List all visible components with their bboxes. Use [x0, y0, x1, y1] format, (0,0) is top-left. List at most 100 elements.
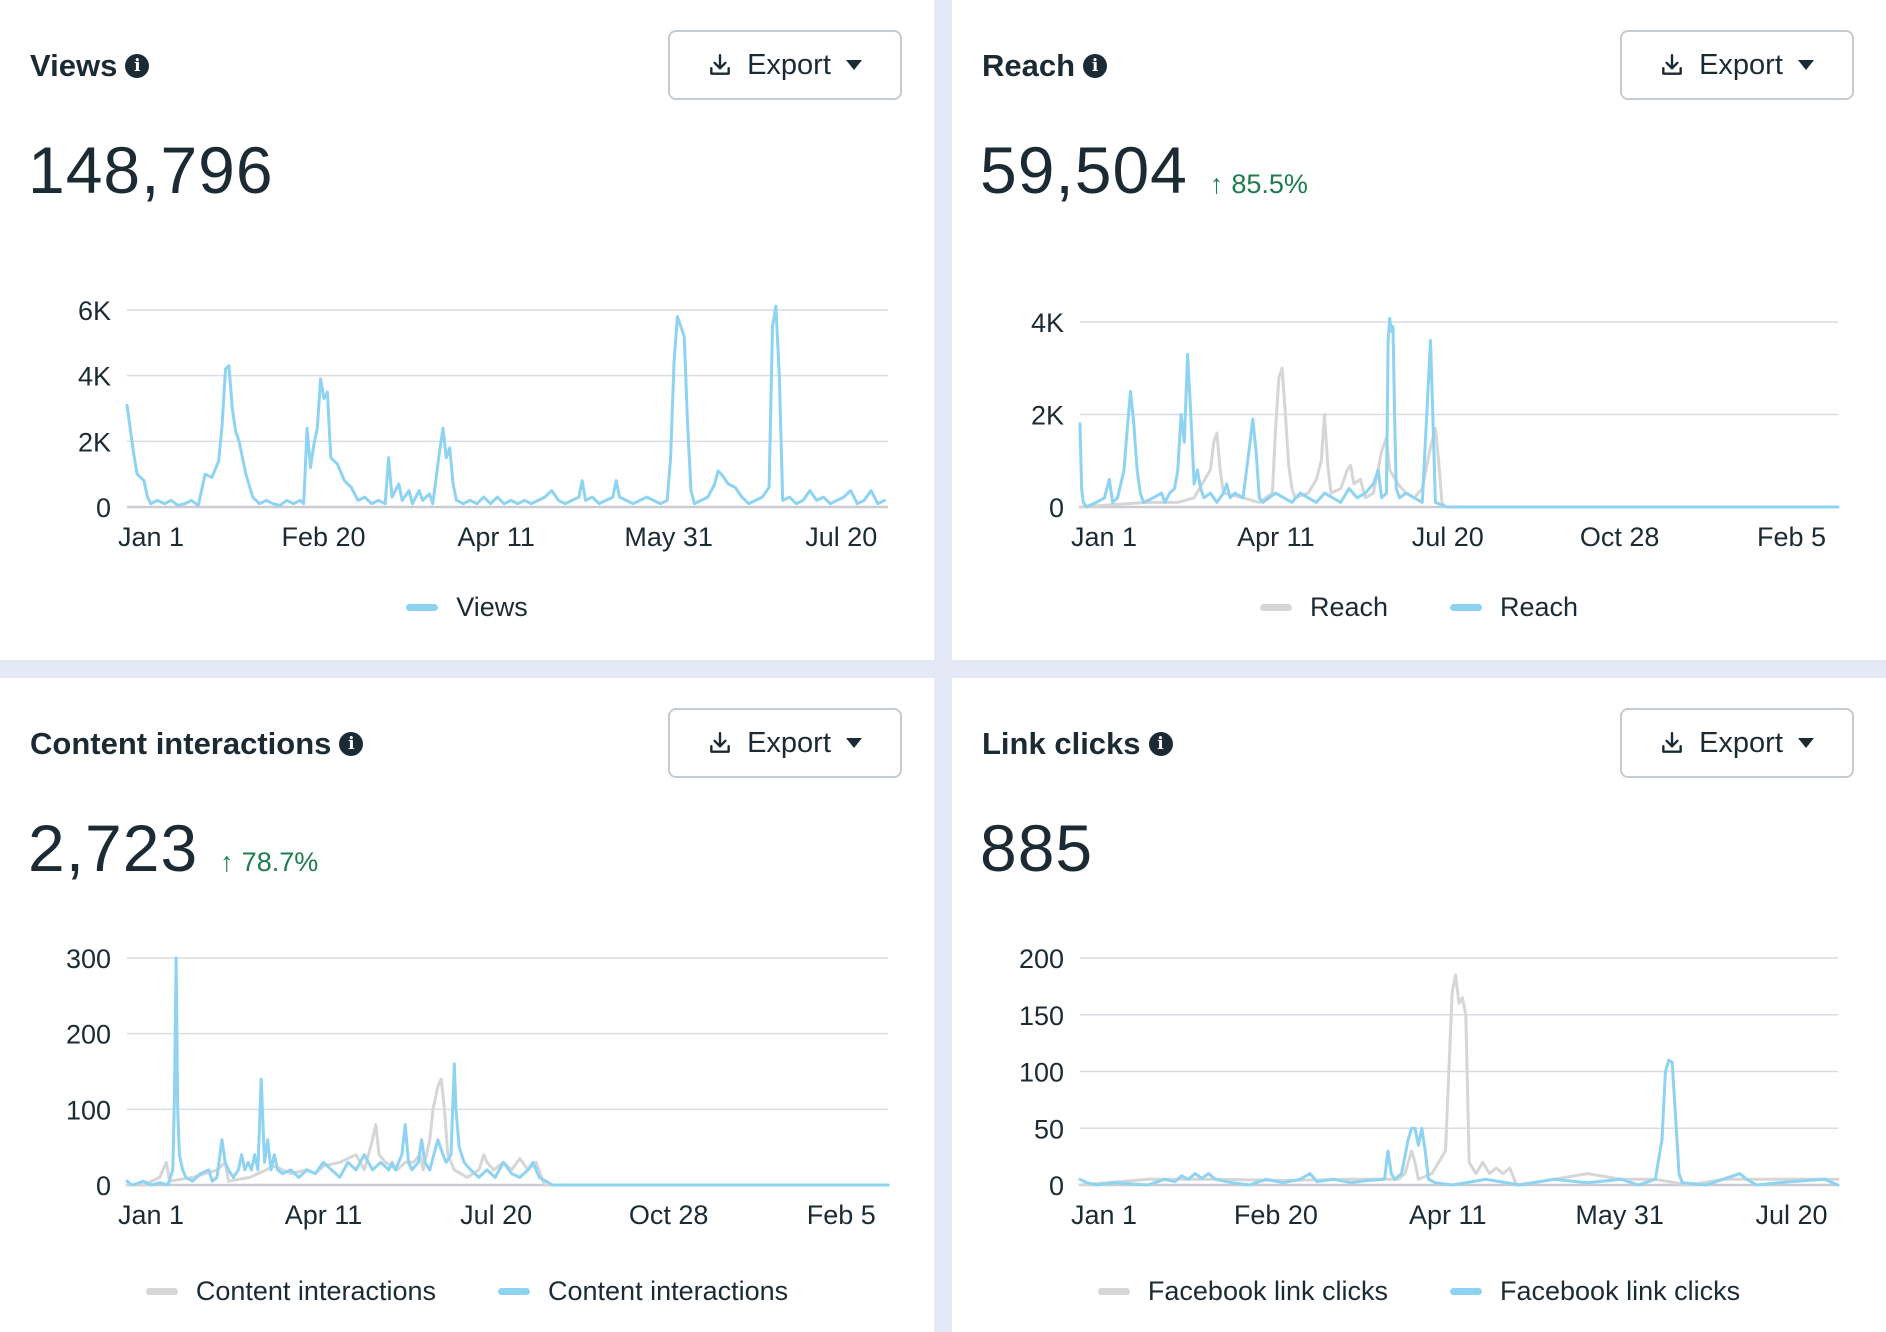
legend-item[interactable]: Content interactions — [145, 1276, 436, 1307]
legend-item[interactable]: Reach — [1259, 592, 1388, 623]
card-title-text: Content interactions — [30, 726, 332, 761]
x-tick-label: Apr 11 — [1237, 522, 1315, 552]
caret-down-icon — [845, 60, 862, 70]
card-title: Views i — [30, 48, 150, 84]
content-interactions-card: Content interactions i Export 2,723 ↑ 78… — [0, 678, 934, 1332]
arrow-up-icon: ↑ — [1209, 169, 1224, 199]
legend-swatch — [145, 1288, 178, 1295]
card-title-text: Views — [30, 48, 118, 83]
card-title: Content interactions i — [30, 726, 364, 762]
metric: 148,796 — [28, 132, 274, 208]
y-tick-label: 0 — [96, 493, 111, 523]
y-tick-label: 50 — [1034, 1114, 1064, 1144]
series-line-gray[interactable] — [125, 1077, 890, 1187]
x-tick-label: Jul 20 — [1755, 1200, 1827, 1230]
x-tick-label: Feb 5 — [1757, 522, 1826, 552]
card-title: Link clicks i — [982, 726, 1173, 762]
legend-item[interactable]: Facebook link clicks — [1097, 1276, 1388, 1307]
chart-legend: Reach Reach — [952, 592, 1886, 623]
legend-swatch — [1450, 604, 1482, 611]
export-button[interactable]: Export — [668, 708, 902, 778]
reach-chart: 0 2K 4K Jan 1 Apr 11 Jul 20 Oct 28 Feb 5 — [1031, 308, 1840, 552]
y-tick-label: 300 — [66, 944, 111, 974]
metric-change: ↑ 78.7% — [220, 847, 318, 878]
x-tick-label: Jan 1 — [1071, 522, 1137, 552]
caret-down-icon — [1797, 738, 1814, 748]
x-tick-label: Jul 20 — [805, 522, 877, 552]
metric-change: ↑ 85.5% — [1210, 169, 1308, 200]
x-tick-label: Jan 1 — [118, 522, 184, 552]
metric-change-value: 78.7% — [241, 847, 319, 877]
series-line-blue[interactable] — [1078, 1058, 1840, 1187]
x-tick-label: Feb 5 — [807, 1200, 876, 1230]
views-card: Views i Export 148,796 0 2K 4K 6K Jan 1 Feb 2… — [0, 0, 934, 660]
metric: 885 — [980, 810, 1093, 886]
legend-label: Content interactions — [195, 1276, 436, 1306]
arrow-up-icon: ↑ — [220, 847, 234, 877]
y-tick-label: 100 — [66, 1095, 111, 1125]
y-tick-label: 2K — [78, 427, 111, 457]
chart-legend: Content interactions Content interaction… — [0, 1276, 934, 1307]
info-icon[interactable]: i — [1148, 732, 1173, 756]
legend-swatch — [1450, 1288, 1482, 1295]
x-tick-label: Jul 20 — [460, 1200, 532, 1230]
y-tick-label: 200 — [1019, 944, 1064, 974]
link-clicks-card: Link clicks i Export 885 0 50 100 150 200 Jan… — [952, 678, 1886, 1332]
metric: 59,504 ↑ 85.5% — [980, 132, 1308, 208]
caret-down-icon — [845, 738, 862, 748]
info-icon[interactable]: i — [339, 732, 364, 756]
y-tick-label: 2K — [1031, 401, 1064, 431]
legend-swatch — [1097, 1288, 1130, 1295]
caret-down-icon — [1797, 60, 1814, 70]
y-tick-label: 0 — [1049, 493, 1064, 523]
metric: 2,723 ↑ 78.7% — [28, 810, 318, 886]
y-tick-label: 0 — [96, 1171, 111, 1201]
metric-change-value: 85.5% — [1231, 169, 1308, 199]
y-tick-label: 4K — [78, 362, 111, 392]
series-line-blue[interactable] — [125, 304, 887, 507]
export-label: Export — [1699, 726, 1783, 759]
legend-label: Content interactions — [548, 1276, 789, 1306]
y-tick-label: 0 — [1049, 1171, 1064, 1201]
legend-item[interactable]: Content interactions — [498, 1276, 788, 1307]
y-tick-label: 4K — [1031, 308, 1064, 338]
x-tick-label: Feb 20 — [282, 522, 366, 552]
x-tick-label: May 31 — [624, 522, 713, 552]
legend-item[interactable]: Reach — [1450, 592, 1578, 623]
x-tick-label: May 31 — [1575, 1200, 1664, 1230]
legend-label: Views — [456, 592, 528, 622]
download-icon — [1662, 54, 1682, 75]
download-icon — [710, 732, 730, 753]
legend-label: Facebook link clicks — [1147, 1276, 1388, 1306]
info-icon[interactable]: i — [1083, 54, 1108, 78]
link-clicks-chart: 0 50 100 150 200 Jan 1 Feb 20 Apr 11 May 31 Jul 2… — [1019, 944, 1840, 1230]
info-icon[interactable]: i — [125, 54, 150, 78]
y-tick-label: 150 — [1019, 1001, 1064, 1031]
x-tick-label: Jul 20 — [1412, 522, 1484, 552]
metric-value: 148,796 — [28, 133, 274, 207]
legend-item[interactable]: Views — [406, 592, 528, 623]
y-tick-label: 200 — [66, 1020, 111, 1050]
x-tick-label: Jan 1 — [118, 1200, 184, 1230]
export-label: Export — [1699, 48, 1783, 81]
legend-item[interactable]: Facebook link clicks — [1450, 1276, 1740, 1307]
export-label: Export — [747, 48, 831, 81]
series-line-blue[interactable] — [1078, 316, 1840, 509]
legend-label: Facebook link clicks — [1500, 1276, 1741, 1306]
content-interactions-chart: 0 100 200 300 Jan 1 Apr 11 Jul 20 Oct 28 Feb 5 — [66, 944, 890, 1230]
reach-card: Reach i Export 59,504 ↑ 85.5% 0 2K 4K Jan 1… — [952, 0, 1886, 660]
series-line-blue[interactable] — [125, 956, 890, 1187]
series-line-gray[interactable] — [1078, 366, 1840, 509]
chart-legend: Views — [0, 592, 934, 623]
legend-label: Reach — [1309, 592, 1388, 622]
legend-swatch — [406, 604, 439, 611]
export-button[interactable]: Export — [668, 30, 902, 100]
legend-label: Reach — [1500, 592, 1579, 622]
download-icon — [710, 54, 730, 75]
metric-value: 59,504 — [980, 133, 1188, 207]
export-button[interactable]: Export — [1620, 708, 1854, 778]
y-tick-label: 100 — [1019, 1058, 1064, 1088]
series-line-gray[interactable] — [1078, 973, 1840, 1187]
export-button[interactable]: Export — [1620, 30, 1854, 100]
